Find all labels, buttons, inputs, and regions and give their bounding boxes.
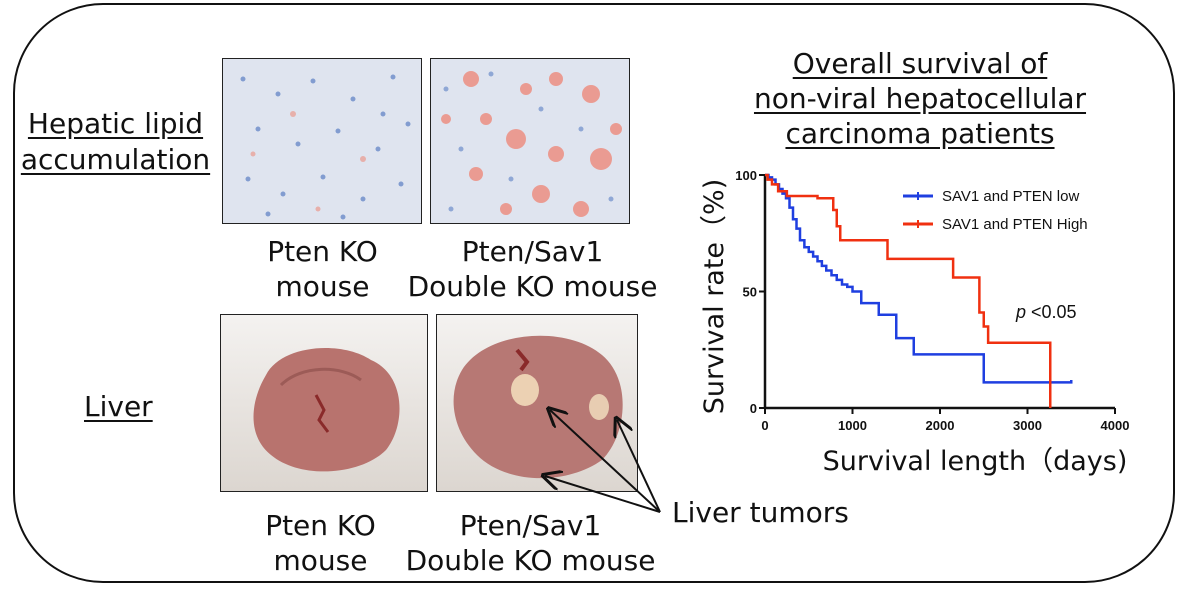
liver-photo-double-ko	[436, 314, 638, 492]
chart-title-line-1: Overall survival of	[792, 47, 1048, 80]
caption-pten-ko-histology: Pten KO mouse	[267, 235, 378, 303]
histology-texture	[240, 74, 411, 220]
chart-title: Overall survival of non-viral hepatocell…	[730, 46, 1110, 151]
x-tick-label: 1000	[838, 418, 867, 433]
p-value-annotation: p <0.05	[1015, 302, 1077, 322]
y-tick-label: 0	[750, 401, 757, 416]
caption-double-ko-histology: Pten/Sav1 Double KO mouse	[407, 235, 658, 303]
liver-photo-pten-ko	[220, 314, 428, 492]
chart-title-line-3: carcinoma patients	[785, 117, 1055, 150]
liver-shape	[253, 348, 400, 472]
x-tick-label: 3000	[1013, 418, 1042, 433]
figure-frame	[13, 3, 1175, 583]
x-tick-label: 4000	[1101, 418, 1130, 433]
lipid-accumulation-title: Hepatic lipid accumulation	[20, 107, 211, 176]
histology-image-double-ko	[430, 58, 630, 224]
liver-tumors-label: Liver tumors	[672, 496, 849, 529]
legend-label-2: SAV1 and PTEN High	[942, 216, 1088, 233]
legend-label-1: SAV1 and PTEN low	[942, 188, 1079, 205]
y-tick-label: 100	[735, 168, 757, 183]
liver-shape-tumors	[453, 335, 623, 479]
series-line-2	[765, 173, 1052, 408]
p-value-threshold: <0.05	[1026, 302, 1077, 322]
x-tick-label: 0	[761, 418, 768, 433]
x-tick-label: 2000	[926, 418, 955, 433]
chart-title-line-2: non-viral hepatocellular	[753, 82, 1087, 115]
y-axis-label: Survival rate（%)	[699, 179, 730, 414]
y-tick-label: 50	[743, 285, 757, 300]
liver-title: Liver	[84, 390, 153, 423]
p-value-symbol: p	[1015, 302, 1026, 322]
histology-texture-lipid	[441, 71, 622, 217]
caption-pten-ko-liver: Pten KO mouse	[265, 509, 376, 577]
x-axis-label: Survival length（days)	[823, 446, 1128, 477]
series-line-1	[765, 173, 1073, 384]
caption-double-ko-liver: Pten/Sav1 Double KO mouse	[405, 509, 656, 577]
histology-image-pten-ko	[222, 58, 422, 224]
survival-chart: 0 1000 2000 3000 4000 0 50 100 Survival length（d…	[699, 168, 1130, 477]
